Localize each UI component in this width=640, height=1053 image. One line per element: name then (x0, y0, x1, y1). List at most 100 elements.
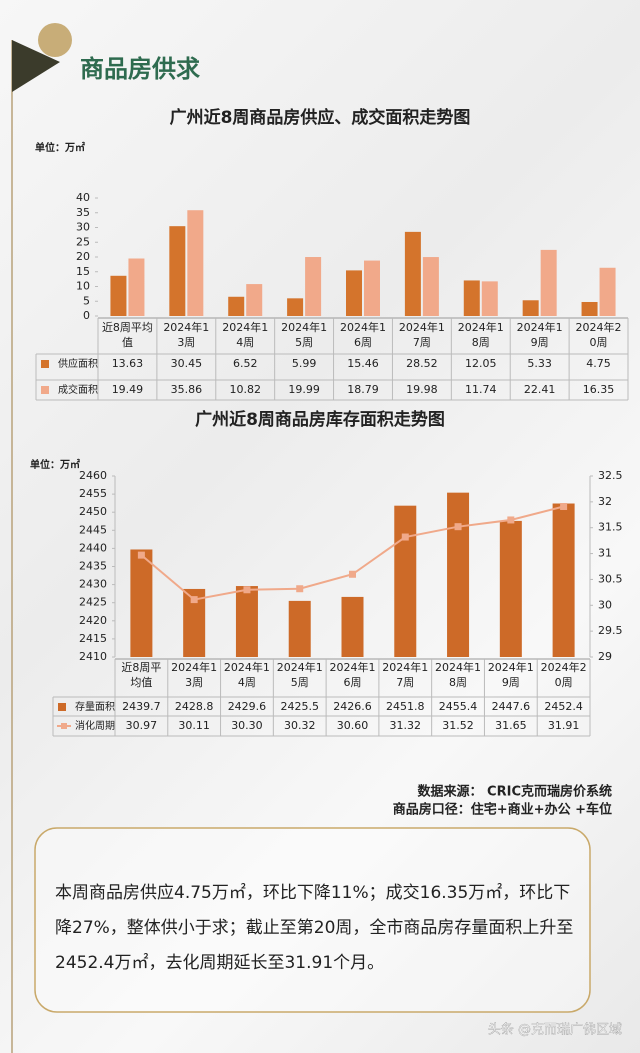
table-value: 30.32 (284, 719, 316, 732)
y2-tick-label: 30 (598, 598, 612, 611)
table-value: 16.35 (583, 383, 615, 396)
y-tick-label: 2460 (79, 469, 107, 482)
y-tick-label: 2450 (79, 505, 107, 518)
table-value: 2429.6 (228, 700, 267, 713)
bar (128, 258, 145, 316)
table-value: 11.74 (465, 383, 497, 396)
x-tick-label: 2024年14周 (222, 321, 269, 349)
x-tick-label: 2024年15周 (276, 661, 323, 689)
y-tick-label: 2420 (79, 614, 107, 627)
x-tick-label: 2024年19周 (516, 321, 563, 349)
x-tick-label: 2024年20周 (540, 661, 587, 689)
legend-label: 供应面积 (58, 357, 98, 370)
x-tick-label: 2024年15周 (281, 321, 328, 349)
y-tick-label: 2430 (79, 578, 107, 591)
x-tick-label: 近8周平均值 (101, 321, 153, 349)
table-value: 12.05 (465, 357, 497, 370)
x-tick-label: 2024年17周 (398, 321, 445, 349)
table-value: 31.91 (548, 719, 580, 732)
legend-swatch (58, 703, 66, 711)
table-value: 2451.8 (386, 700, 425, 713)
x-tick-label: 2024年13周 (163, 321, 210, 349)
unit-label: 单位：万㎡ (30, 458, 80, 471)
y2-tick-label: 31 (598, 547, 612, 560)
source-note: 数据来源： CRIC克而瑞房价系统 (418, 784, 612, 800)
table-value: 35.86 (171, 383, 203, 396)
table-value: 30.97 (126, 719, 158, 732)
line-marker (137, 551, 145, 559)
line-marker (560, 503, 568, 511)
y-tick-label: 0 (83, 309, 90, 322)
table-value: 10.82 (229, 383, 261, 396)
bar (130, 549, 153, 657)
table-value: 2425.5 (280, 700, 319, 713)
y-tick-label: 25 (76, 235, 90, 248)
table-value: 19.98 (406, 383, 438, 396)
x-tick-label: 近8周平均值 (121, 661, 162, 689)
legend-label: 成交面积 (58, 383, 98, 396)
y-tick-label: 20 (76, 250, 90, 263)
y2-tick-label: 31.5 (598, 521, 623, 534)
line-marker (296, 585, 304, 593)
y2-tick-label: 29.5 (598, 624, 623, 637)
watermark: 头条 @克而瑞广佛区域 (488, 1022, 622, 1038)
table-value: 5.99 (292, 357, 317, 370)
y-tick-label: 2415 (79, 632, 107, 645)
bar (183, 588, 206, 657)
chart-title: 广州近8周商品房库存面积走势图 (195, 409, 445, 430)
bar (305, 257, 322, 316)
bar (110, 275, 127, 316)
y-tick-label: 10 (76, 280, 90, 293)
y-tick-label: 40 (76, 191, 90, 204)
table-value: 31.32 (390, 719, 422, 732)
unit-label: 单位：万㎡ (35, 141, 85, 154)
y-tick-label: 2440 (79, 541, 107, 554)
y-tick-label: 15 (76, 265, 90, 278)
section-title: 商品房供求 (80, 55, 200, 83)
legend-label: 存量面积 (75, 700, 115, 713)
y2-tick-label: 29 (598, 650, 612, 663)
table-value: 31.65 (495, 719, 527, 732)
summary: 本周商品房供应4.75万㎡，环比下降11%；成交16.35万㎡，环比下降27%，… (55, 883, 574, 973)
table-value: 22.41 (524, 383, 556, 396)
bar (394, 505, 417, 657)
bar (499, 520, 522, 657)
x-tick-label: 2024年20周 (575, 321, 622, 349)
header-dot (38, 23, 72, 57)
x-tick-label: 2024年13周 (171, 661, 218, 689)
table-value: 2439.7 (122, 700, 161, 713)
line-marker (507, 516, 515, 524)
bar (169, 226, 186, 316)
bar (341, 596, 364, 657)
table-value: 19.99 (288, 383, 320, 396)
table-value: 6.52 (233, 357, 258, 370)
y-tick-label: 2410 (79, 650, 107, 663)
legend-label: 消化周期 (75, 719, 115, 732)
y2-tick-label: 32.5 (598, 469, 623, 482)
line-marker (401, 533, 409, 541)
bar (599, 267, 616, 316)
table-value: 2447.6 (492, 700, 531, 713)
line-marker (349, 570, 356, 578)
table-value: 2426.6 (333, 700, 372, 713)
y-tick-label: 5 (83, 294, 90, 307)
bar (187, 210, 204, 316)
y-tick-label: 30 (76, 221, 90, 234)
table-value: 30.11 (178, 719, 210, 732)
y-tick-label: 35 (76, 206, 90, 219)
bar (346, 270, 362, 316)
table-value: 13.63 (112, 357, 144, 370)
table-value: 30.45 (171, 357, 203, 370)
line-marker (454, 523, 462, 531)
summary-box (34, 827, 591, 1013)
bar (288, 600, 311, 657)
bar (552, 503, 575, 657)
y-tick-label: 2455 (79, 487, 107, 500)
x-tick-label: 2024年16周 (339, 321, 386, 349)
legend-swatch (61, 723, 67, 729)
scope-note: 商品房口径：住宅+商业+办公 +车位 (393, 802, 612, 818)
y-tick-label: 2435 (79, 560, 107, 573)
table-value: 2452.4 (544, 700, 583, 713)
table-value: 31.52 (442, 719, 474, 732)
